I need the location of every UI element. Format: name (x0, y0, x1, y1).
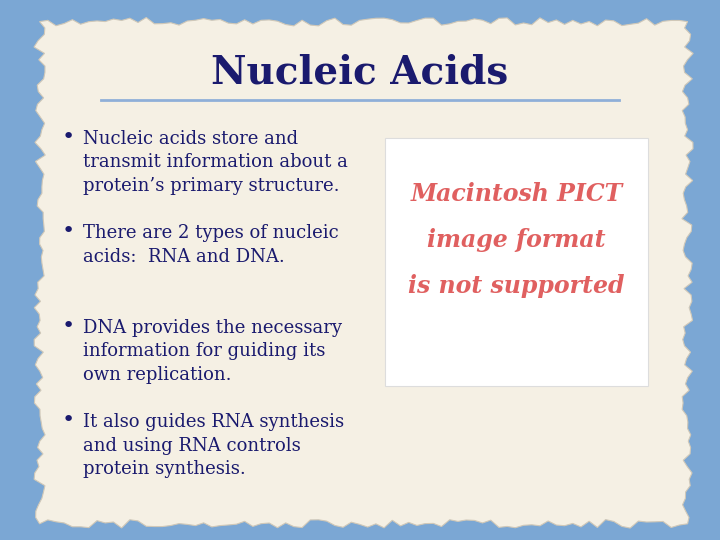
Text: DNA provides the necessary
information for guiding its
own replication.: DNA provides the necessary information f… (83, 319, 342, 384)
Text: It also guides RNA synthesis
and using RNA controls
protein synthesis.: It also guides RNA synthesis and using R… (83, 413, 344, 478)
Text: •: • (62, 410, 75, 430)
Text: •: • (62, 127, 75, 147)
Text: There are 2 types of nucleic
acids:  RNA and DNA.: There are 2 types of nucleic acids: RNA … (83, 224, 338, 266)
Text: •: • (62, 221, 75, 241)
Bar (385, 138, 648, 386)
Text: is not supported: is not supported (408, 274, 625, 298)
Text: Macintosh PICT: Macintosh PICT (410, 183, 623, 206)
Text: Nucleic Acids: Nucleic Acids (212, 54, 508, 92)
Text: •: • (62, 316, 75, 336)
Text: Nucleic acids store and
transmit information about a
protein’s primary structure: Nucleic acids store and transmit informa… (83, 130, 348, 195)
Text: image format: image format (428, 228, 606, 252)
Polygon shape (34, 17, 693, 528)
